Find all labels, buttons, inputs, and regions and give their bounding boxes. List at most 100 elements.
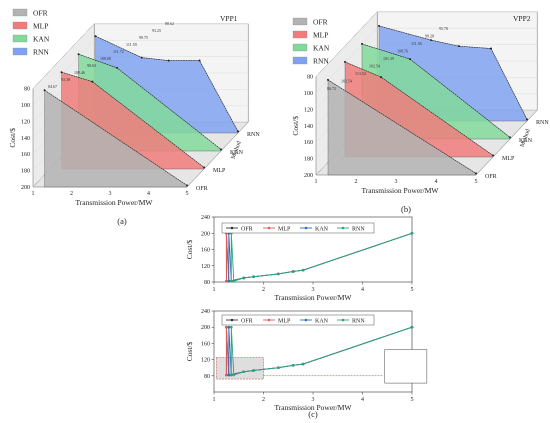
x-tick-label: 2 <box>355 179 358 185</box>
legend-marker <box>230 318 234 322</box>
legend-label: OFR <box>33 9 48 18</box>
x-tick-label: 1 <box>213 287 216 293</box>
x-tick-label: 2 <box>262 287 265 293</box>
chart-title: VPP2 <box>513 14 531 23</box>
data-point <box>91 80 94 83</box>
x-tick-label: 3 <box>395 179 398 185</box>
y-axis-title: Cost/$ <box>185 341 194 361</box>
x-axis-title: Transmission Power/MW <box>75 198 153 207</box>
y-tick-label: 120 <box>21 119 30 125</box>
x-tick-label: 4 <box>435 179 438 185</box>
value-label: 93.38 <box>61 77 70 82</box>
z-tick-label: RNN <box>536 120 549 126</box>
zoom-region <box>216 357 264 380</box>
data-point <box>327 78 329 81</box>
series-point <box>301 268 305 272</box>
x-tick-label: 2 <box>262 397 265 403</box>
value-label: 95.78 <box>439 26 448 31</box>
legend-marker <box>341 318 345 322</box>
series-point <box>277 366 280 370</box>
data-point <box>94 35 97 38</box>
series-point <box>227 325 231 329</box>
method-area-ofr <box>327 79 477 176</box>
data-point <box>220 148 222 151</box>
legend-label: OFR <box>241 227 253 233</box>
x-tick-label: 5 <box>411 397 414 403</box>
series-point <box>227 279 231 283</box>
z-tick-label: RNN <box>247 132 260 138</box>
panel-c-top-line-chart: 80 120 160 200 240 1 2 3 4 5 Transmission Power/MW… <box>185 215 414 302</box>
y-axis-title: Cost/$ <box>8 128 17 148</box>
data-point <box>526 118 528 121</box>
legend-label: KAN <box>313 44 330 53</box>
y-tick-label: 120 <box>201 358 210 364</box>
method-line-mlp <box>61 71 205 168</box>
grid-line <box>32 40 95 106</box>
series-point <box>232 279 236 283</box>
z-tick-label: KAN <box>519 138 533 144</box>
x-tick-label: 4 <box>361 397 364 403</box>
grid-line <box>315 11 378 77</box>
data-point <box>198 59 201 62</box>
legend-label: MLP <box>33 22 48 31</box>
caption-a: (a) <box>117 216 127 226</box>
x-tick-label: 5 <box>186 191 189 197</box>
value-label: 93.25 <box>152 28 161 33</box>
data-point <box>409 58 411 61</box>
series-point <box>277 272 280 276</box>
data-point <box>167 59 170 62</box>
y-tick-label: 200 <box>21 185 30 191</box>
y-tick-label: 160 <box>21 152 30 158</box>
y-tick-label: 180 <box>304 157 313 163</box>
legend-swatch <box>292 17 308 26</box>
y-tick-label: 120 <box>201 264 210 270</box>
data-point <box>203 166 205 169</box>
series-point <box>242 370 245 374</box>
y-tick-label: 160 <box>201 248 210 254</box>
series-point <box>301 362 305 366</box>
data-point <box>492 154 494 157</box>
x-tick-label: 5 <box>475 179 478 185</box>
z-tick-label: KAN <box>230 150 244 156</box>
data-point <box>490 47 492 50</box>
data-point <box>60 71 63 74</box>
legend-label: KAN <box>33 35 50 44</box>
legend-marker <box>304 226 308 230</box>
legend: OFR MLP KAN RNN <box>221 222 375 234</box>
legend-label: OFR <box>241 319 253 325</box>
z-tick-label: MLP <box>213 168 226 174</box>
data-point <box>186 184 188 187</box>
y-tick-label: 80 <box>204 374 210 380</box>
z-tick-label: OFR <box>485 174 497 180</box>
method-line-mlp <box>344 61 494 156</box>
legend-label: OFR <box>313 18 328 27</box>
legend-swatch <box>12 8 28 17</box>
value-label: 102.54 <box>341 79 352 84</box>
series-point <box>230 373 233 377</box>
x-tick-label: 2 <box>70 191 73 197</box>
legend-label: MLP <box>278 319 291 325</box>
data-point <box>361 42 363 45</box>
value-label: 111.59 <box>126 42 137 47</box>
x-tick-label: 1 <box>213 397 216 403</box>
grid-line <box>315 28 378 94</box>
value-label: 86.72 <box>327 86 336 91</box>
value-label: 108.46 <box>74 70 85 75</box>
y-tick-label: 100 <box>304 91 313 97</box>
y-tick-label: 160 <box>304 140 313 146</box>
x-tick-label: 4 <box>361 287 364 293</box>
x-tick-label: 5 <box>411 287 414 293</box>
legend-label: RNN <box>33 48 49 57</box>
data-point <box>378 24 380 27</box>
x-tick-label: 1 <box>315 179 318 185</box>
y-tick-label: 80 <box>307 75 313 81</box>
z-tick-label: OFR <box>196 186 208 192</box>
y-tick-label: 100 <box>21 103 30 109</box>
x-tick-label: 3 <box>312 397 315 403</box>
y-tick-label: 240 <box>201 215 210 221</box>
value-label: 99.75 <box>139 35 148 40</box>
panel-c-bottom-line-chart: 80 120 160 200 240 1 2 3 4 5 Transmission Power/MW… <box>185 309 428 412</box>
y-tick-label: 200 <box>201 231 210 237</box>
x-tick-label: 3 <box>109 191 112 197</box>
